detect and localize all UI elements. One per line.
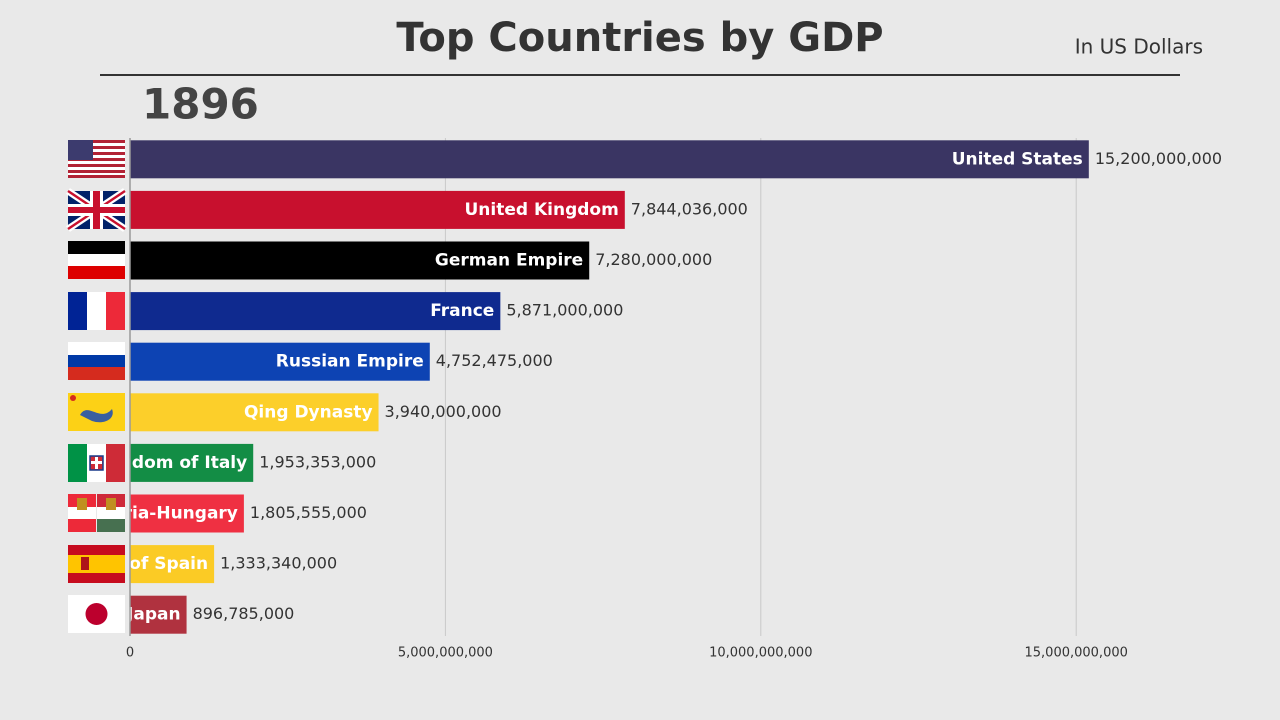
- flag-russia: [68, 342, 125, 380]
- bar-name: Japan: [126, 605, 181, 625]
- bar-name: United States: [952, 149, 1083, 169]
- bar-name: Kingdom of Italy: [89, 453, 248, 473]
- bar-name: Russian Empire: [276, 352, 424, 372]
- bar: [130, 545, 215, 584]
- chart-subtitle: In US Dollars: [1075, 35, 1203, 59]
- flag-italy: [68, 444, 125, 482]
- bar: [130, 595, 187, 634]
- value-label: 896,785,000: [193, 604, 295, 623]
- x-tick-label: 10,000,000,000: [709, 646, 812, 661]
- flag-german-empire: [68, 241, 125, 279]
- bar-name: German Empire: [435, 251, 583, 271]
- value-label: 4,752,475,000: [436, 351, 553, 370]
- bar: [130, 494, 244, 533]
- bar-name: Austria-Hungary: [80, 504, 238, 524]
- value-label: 1,953,353,000: [259, 452, 376, 471]
- x-tick-label: 15,000,000,000: [1025, 646, 1128, 661]
- value-label: 1,805,555,000: [250, 503, 367, 522]
- value-label: 5,871,000,000: [506, 301, 623, 320]
- flags: [66, 140, 127, 633]
- bar-name: Kingdom of Spain: [39, 554, 209, 574]
- flag-spain: [68, 545, 125, 583]
- flag-qing: [68, 393, 125, 431]
- value-label: 7,280,000,000: [595, 250, 712, 269]
- grid: 0 5,000,000,000 10,000,000,000 15,000,000,0…: [126, 138, 1128, 661]
- bar: [130, 241, 590, 280]
- flag-japan: [68, 595, 125, 633]
- flag-us: [68, 140, 125, 178]
- bar: [130, 342, 430, 381]
- bar: [130, 393, 379, 432]
- bar: [130, 190, 625, 229]
- x-tick-label: 5,000,000,000: [398, 646, 493, 661]
- flag-austria-hungary: [68, 494, 125, 532]
- bar: [130, 443, 254, 482]
- x-tick-label: 0: [126, 646, 134, 661]
- chart-title: Top Countries by GDP: [396, 15, 883, 61]
- year-label: 1896: [142, 80, 259, 129]
- bar-name: Qing Dynasty: [244, 402, 373, 422]
- bar-name: France: [430, 301, 494, 321]
- value-label: 15,200,000,000: [1095, 149, 1222, 168]
- value-label: 7,844,036,000: [631, 199, 748, 218]
- bars: United States United Kingdom German Empire…: [39, 140, 1089, 634]
- bar: [130, 292, 501, 331]
- flag-france: [68, 292, 125, 330]
- bar-name: United Kingdom: [464, 200, 618, 220]
- flag-uk: [66, 188, 127, 232]
- value-label: 1,333,340,000: [220, 554, 337, 573]
- bar: [130, 140, 1089, 179]
- value-label: 3,940,000,000: [385, 402, 502, 421]
